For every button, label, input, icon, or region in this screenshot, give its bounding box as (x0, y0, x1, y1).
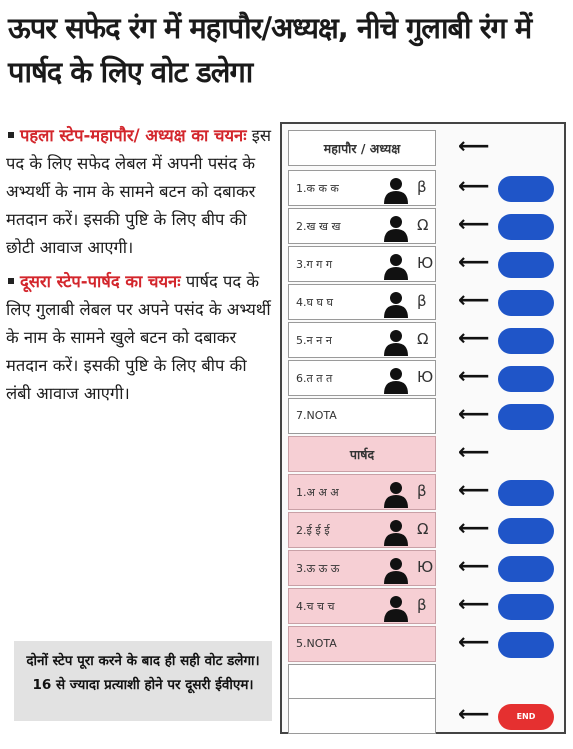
arrow-left-icon: ⟵ (458, 250, 490, 275)
councillor-candidate-row: 3.ऊ ऊ ऊ Ю ⟵ (288, 550, 564, 586)
arrow-left-icon: ⟵ (458, 402, 490, 427)
vote-button[interactable] (498, 366, 554, 392)
step2-body: पार्षद पद के लिए गुलाबी लेबल पर अपने पसं… (6, 272, 271, 403)
arrow-left-icon: ⟵ (458, 288, 490, 313)
party-symbol: Ω (417, 330, 429, 348)
vote-button[interactable] (498, 290, 554, 316)
arrow-left-icon: ⟵ (458, 212, 490, 237)
step1-body: इस पद के लिए सफेद लेबल में अपनी पसंद के … (6, 126, 272, 257)
party-symbol: β (417, 482, 427, 500)
candidate-name: 1.क क क (296, 182, 339, 195)
candidate-name: 3.ग ग ग (296, 258, 333, 271)
party-symbol: Ю (417, 254, 434, 272)
person-icon (384, 330, 408, 356)
empty-row (288, 664, 564, 700)
mayor-candidate-row: 5.न न न Ω ⟵ (288, 322, 564, 358)
note-box: दोनों स्टेप पूरा करने के बाद ही सही वोट … (14, 641, 272, 721)
step2-paragraph: दूसरा स्टेप-पार्षद का चयनः पार्षद पद के … (6, 268, 272, 408)
candidate-name: 2.ख ख ख (296, 220, 341, 233)
arrow-left-icon: ⟵ (458, 630, 490, 655)
step1-title: पहला स्टेप-महापौर/ अध्यक्ष का चयनः (20, 126, 247, 145)
candidate-name: 4.च च च (296, 600, 335, 613)
instructions: पहला स्टेप-महापौर/ अध्यक्ष का चयनः इस पद… (6, 122, 272, 408)
arrow-left-icon: ⟵ (458, 326, 490, 351)
vote-button[interactable] (498, 328, 554, 354)
arrow-left-icon: ⟵ (458, 702, 490, 727)
person-icon (384, 558, 408, 584)
person-icon (384, 596, 408, 622)
bullet-icon (8, 131, 14, 138)
person-icon (384, 178, 408, 204)
mayor-nota-row: 7.NOTA ⟵ (288, 398, 564, 434)
vote-button[interactable] (498, 480, 554, 506)
arrow-left-icon: ⟵ (458, 364, 490, 389)
councillor-candidate-row: 4.च च च β ⟵ (288, 588, 564, 624)
arrow-left-icon: ⟵ (458, 174, 490, 199)
person-icon (384, 520, 408, 546)
mayor-header: महापौर / अध्यक्ष (323, 141, 401, 156)
arrow-left-icon: ⟵ (458, 134, 490, 159)
candidate-name: 3.ऊ ऊ ऊ (296, 562, 340, 575)
vote-button[interactable] (498, 404, 554, 430)
person-icon (384, 368, 408, 394)
vote-button[interactable] (498, 632, 554, 658)
party-symbol: β (417, 178, 427, 196)
councillor-nota-row: 5.NOTA ⟵ (288, 626, 564, 662)
person-icon (384, 216, 408, 242)
end-button[interactable]: END (498, 704, 554, 730)
party-symbol: β (417, 596, 427, 614)
candidate-name: 1.अ अ अ (296, 486, 339, 499)
councillor-candidate-row: 2.ई ई ई Ω ⟵ (288, 512, 564, 548)
party-symbol: Ω (417, 216, 429, 234)
vote-button[interactable] (498, 252, 554, 278)
vote-button[interactable] (498, 556, 554, 582)
person-icon (384, 482, 408, 508)
person-icon (384, 292, 408, 318)
vote-button[interactable] (498, 176, 554, 202)
mayor-candidate-row: 2.ख ख ख Ω ⟵ (288, 208, 564, 244)
arrow-left-icon: ⟵ (458, 516, 490, 541)
councillor-header-row: पार्षद ⟵ (288, 436, 564, 472)
candidate-name: 4.घ घ घ (296, 296, 333, 309)
candidate-name: 2.ई ई ई (296, 524, 330, 537)
candidate-name: 5.NOTA (296, 637, 337, 650)
candidate-name: 7.NOTA (296, 409, 337, 422)
arrow-left-icon: ⟵ (458, 478, 490, 503)
step2-title: दूसरा स्टेप-पार्षद का चयनः (20, 272, 181, 291)
party-symbol: Ю (417, 368, 434, 386)
headline: ऊपर सफेद रंग में महापौर/अध्यक्ष, नीचे गु… (8, 11, 532, 89)
evm-ballot-unit: महापौर / अध्यक्ष ⟵ 1.क क क β ⟵ 2.ख ख ख Ω… (280, 122, 566, 734)
vote-button[interactable] (498, 594, 554, 620)
party-symbol: β (417, 292, 427, 310)
mayor-candidate-row: 3.ग ग ग Ю ⟵ (288, 246, 564, 282)
mayor-candidate-row: 4.घ घ घ β ⟵ (288, 284, 564, 320)
vote-button[interactable] (498, 518, 554, 544)
vote-button[interactable] (498, 214, 554, 240)
candidate-name: 6.त त त (296, 372, 333, 385)
party-symbol: Ω (417, 520, 429, 538)
candidate-name: 5.न न न (296, 334, 332, 347)
councillor-candidate-row: 1.अ अ अ β ⟵ (288, 474, 564, 510)
step1-paragraph: पहला स्टेप-महापौर/ अध्यक्ष का चयनः इस पद… (6, 122, 272, 262)
mayor-header-row: महापौर / अध्यक्ष ⟵ (288, 130, 564, 166)
mayor-candidate-row: 1.क क क β ⟵ (288, 170, 564, 206)
party-symbol: Ю (417, 558, 434, 576)
person-icon (384, 254, 408, 280)
arrow-left-icon: ⟵ (458, 440, 490, 465)
arrow-left-icon: ⟵ (458, 554, 490, 579)
bullet-icon (8, 277, 14, 284)
councillor-header: पार्षद (349, 447, 375, 462)
mayor-candidate-row: 6.त त त Ю ⟵ (288, 360, 564, 396)
end-row: ⟵ END (288, 698, 564, 734)
arrow-left-icon: ⟵ (458, 592, 490, 617)
